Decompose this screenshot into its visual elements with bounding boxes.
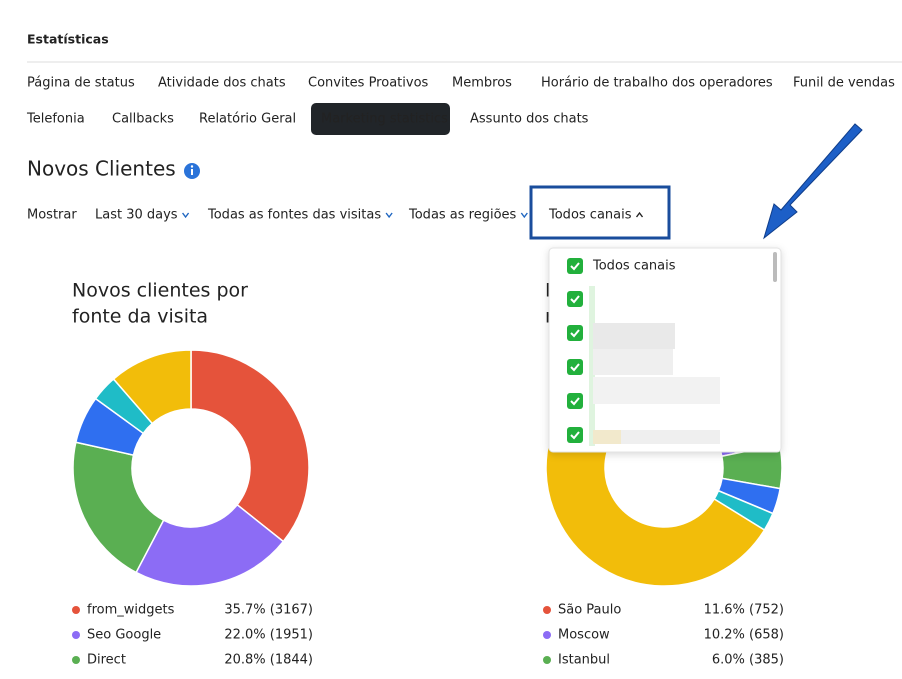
legend-label: Moscow (558, 628, 610, 643)
legend-label: from_widgets (87, 603, 175, 618)
legend-value: 35.7% (3167) (224, 603, 313, 618)
donut-slice (135, 503, 285, 587)
dropdown-item[interactable]: Todos canais (592, 259, 676, 274)
checkmark (570, 295, 580, 304)
checkmark (570, 431, 580, 440)
chart-title: Novos clientes por (72, 280, 248, 302)
legend-value: 20.8% (1844) (224, 653, 313, 668)
legend-value: 22.0% (1951) (224, 628, 313, 643)
checkbox[interactable] (567, 325, 583, 341)
tab[interactable]: Horário de trabalho dos operadores (541, 76, 773, 91)
tab[interactable]: Relatório Geral (199, 112, 296, 127)
legend-value: 10.2% (658) (704, 628, 784, 643)
checkmark (570, 397, 580, 406)
donut-slice (190, 349, 310, 543)
info-icon[interactable] (184, 163, 200, 179)
legend-dot (72, 606, 80, 614)
filter-label: Mostrar (27, 208, 77, 223)
tab[interactable]: Assunto dos chats (470, 112, 589, 127)
checkmark (570, 329, 580, 338)
caret (182, 212, 190, 219)
filter-dropdown[interactable]: Todas as regiões (408, 208, 517, 223)
tab[interactable]: Membros (452, 76, 512, 91)
caret (635, 211, 644, 218)
checkbox[interactable] (567, 291, 583, 307)
legend-label: Direct (87, 653, 126, 668)
tab[interactable]: Página de status (27, 76, 135, 91)
legend-dot (72, 631, 80, 639)
dropdown: Todos canais (548, 247, 782, 453)
legend-dot (543, 656, 551, 664)
filter-dropdown[interactable]: Todas as fontes das visitas (207, 208, 381, 223)
chart-title: fonte da visita (72, 306, 208, 328)
legend-label: Seo Google (87, 628, 161, 643)
filter-dropdown[interactable]: Last 30 days (95, 208, 178, 223)
tab[interactable]: Convites Proativos (308, 76, 429, 91)
caret (520, 212, 528, 219)
highlight-box (529, 185, 671, 240)
checkbox[interactable] (567, 258, 583, 274)
checkbox[interactable] (567, 393, 583, 409)
scrollbar (773, 252, 777, 282)
legend-value: 6.0% (385) (712, 653, 784, 668)
legend-label: Istanbul (558, 653, 610, 668)
legend-value: 11.6% (752) (704, 603, 784, 618)
checkmark (570, 262, 580, 271)
donut-slice (72, 441, 165, 574)
legend-dot (543, 606, 551, 614)
checkbox[interactable] (567, 427, 583, 443)
legend-dot (72, 656, 80, 664)
active-tab-bg (311, 103, 450, 135)
page-title: Estatísticas (27, 32, 109, 47)
tab[interactable]: Marketing statistics (321, 112, 448, 127)
filter-dropdown[interactable]: Todos canais (548, 208, 632, 223)
section-title: Novos Clientes (27, 157, 176, 181)
blurred-labels (589, 286, 720, 446)
arrow (763, 123, 863, 240)
donut-slice (112, 349, 192, 425)
legend-label: São Paulo (558, 603, 621, 618)
tab[interactable]: Atividade dos chats (158, 76, 286, 91)
tab[interactable]: Telefonia (26, 112, 85, 127)
legend-dot (543, 631, 551, 639)
checkmark (570, 363, 580, 372)
tab[interactable]: Funil de vendas (793, 76, 895, 91)
tab[interactable]: Callbacks (112, 112, 174, 127)
caret (385, 212, 393, 219)
checkbox[interactable] (567, 359, 583, 375)
